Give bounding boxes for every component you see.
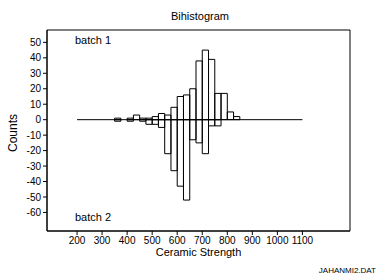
html-text:batch 2: batch 2 <box>75 211 112 223</box>
svg-text:-40: -40 <box>27 176 42 187</box>
svg-text:300: 300 <box>94 235 111 246</box>
svg-text:1000: 1000 <box>266 235 289 246</box>
svg-text:30: 30 <box>30 68 42 79</box>
svg-text:900: 900 <box>244 235 261 246</box>
svg-text:50: 50 <box>30 37 42 48</box>
svg-text:-20: -20 <box>27 145 42 156</box>
svg-text:-50: -50 <box>27 192 42 203</box>
svg-text:500: 500 <box>144 235 161 246</box>
svg-text:400: 400 <box>119 235 136 246</box>
svg-text:700: 700 <box>194 235 211 246</box>
svg-text:-30: -30 <box>27 161 42 172</box>
html-text:batch 1: batch 1 <box>75 34 112 46</box>
html-text:Bihistogram: Bihistogram <box>171 10 229 22</box>
svg-text:200: 200 <box>69 235 86 246</box>
svg-text:0: 0 <box>35 114 41 125</box>
svg-text:600: 600 <box>169 235 186 246</box>
svg-text:40: 40 <box>30 52 42 63</box>
html-text:Ceramic Strength: Ceramic Strength <box>155 246 242 258</box>
svg-text:1100: 1100 <box>292 235 314 246</box>
html-text:JAHANMI2.DAT: JAHANMI2.DAT <box>318 266 376 275</box>
svg-text:800: 800 <box>219 235 236 246</box>
html-text:Counts: Counts <box>6 114 20 152</box>
svg-text:-10: -10 <box>27 130 42 141</box>
svg-text:10: 10 <box>30 99 42 110</box>
svg-text:-60: -60 <box>27 207 42 218</box>
svg-text:20: 20 <box>30 83 42 94</box>
